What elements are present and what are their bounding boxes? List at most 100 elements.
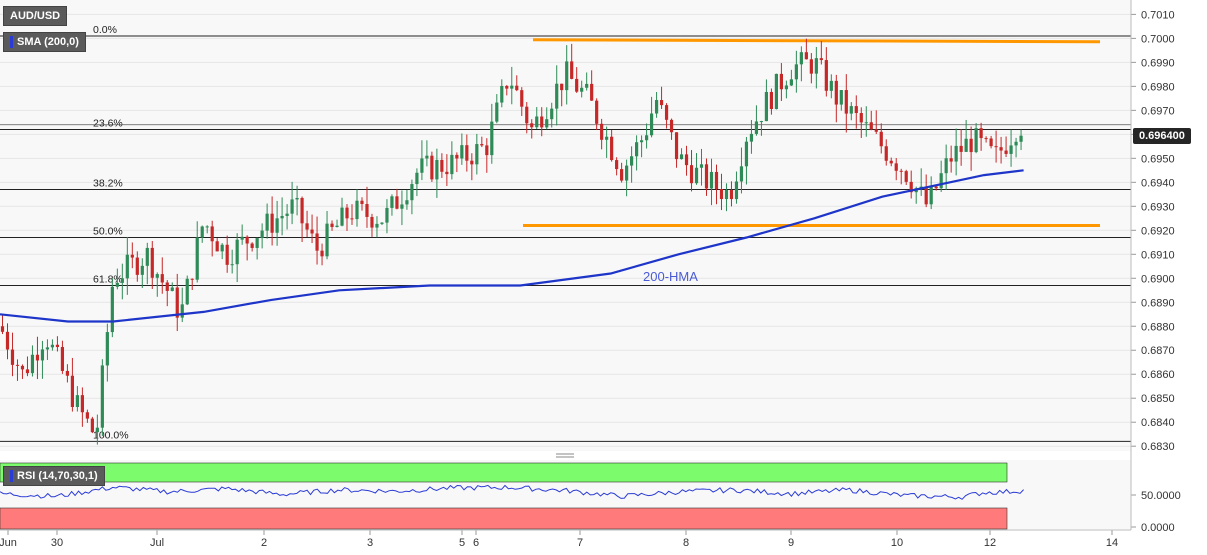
candle-body (120, 278, 124, 283)
candle (115, 268, 119, 290)
candle-body (819, 58, 823, 61)
x-tick-label: 14 (1106, 537, 1118, 549)
candle-body (779, 73, 783, 90)
candle (500, 79, 504, 108)
candle (150, 241, 154, 290)
candle-body (989, 138, 993, 147)
candle (170, 282, 174, 292)
candle (315, 216, 319, 265)
rsi-tick-label: 0.0000 (1141, 522, 1175, 534)
candle-body (430, 155, 434, 180)
candle-body (225, 244, 229, 265)
candle-body (879, 131, 883, 147)
candle (804, 38, 808, 60)
candle-body (570, 61, 574, 79)
candle-body (545, 119, 549, 128)
candle-body (694, 167, 699, 184)
y-axis: 0.70100.70000.69900.69800.69700.69600.69… (1131, 9, 1175, 453)
candle-body (190, 278, 194, 280)
candle-body (575, 78, 579, 92)
candle-body (959, 145, 963, 152)
candle (40, 340, 45, 379)
candle-body (295, 197, 299, 200)
candle-body (974, 128, 978, 153)
candle (200, 225, 204, 243)
candle (759, 120, 764, 136)
candle (270, 196, 274, 246)
candle (50, 339, 55, 351)
candle-body (854, 106, 858, 114)
candle-body (80, 395, 84, 413)
candle (1014, 137, 1018, 158)
candle (230, 249, 234, 274)
candle-body (804, 52, 808, 60)
candle (470, 153, 474, 181)
panel-resize-handle[interactable] (556, 453, 574, 458)
y-tick-label: 0.6990 (1141, 57, 1175, 69)
candle-body (245, 236, 249, 244)
hma-annotation: 200-HMA (643, 269, 698, 284)
candle (939, 160, 943, 192)
candle (615, 157, 619, 176)
candle (789, 69, 793, 87)
candle-body (330, 223, 334, 228)
sma-line (0, 169, 1024, 323)
candle (145, 242, 149, 285)
candle-body (50, 344, 55, 348)
candle-body (924, 186, 928, 205)
candle-body (55, 344, 60, 348)
candle (575, 67, 579, 93)
candle (879, 123, 883, 154)
candle-body (794, 64, 798, 80)
x-tick-label: 10 (891, 537, 903, 549)
candle-body (90, 418, 94, 433)
y-tick-label: 0.6920 (1141, 225, 1175, 237)
candle-body (515, 85, 519, 91)
candle-body (849, 106, 853, 114)
candle-body (639, 140, 644, 143)
candle (744, 137, 749, 185)
candle (285, 204, 289, 230)
candle-body (620, 169, 624, 181)
candle-body (704, 164, 709, 189)
candle-body (380, 222, 384, 224)
fib-label: 38.2% (93, 178, 123, 190)
candle (280, 197, 284, 236)
candle (355, 189, 359, 227)
candle-body (335, 225, 339, 228)
candle (420, 140, 424, 181)
candle (380, 222, 384, 226)
candle-body (75, 395, 79, 407)
candle-body (939, 173, 943, 189)
candle-body (175, 287, 179, 318)
candle-body (390, 196, 394, 208)
candle-body (250, 243, 254, 248)
candle-body (560, 83, 564, 91)
candle-body (904, 171, 908, 182)
candle (110, 278, 114, 338)
candle (235, 233, 239, 283)
candle-body (834, 80, 838, 105)
candle (300, 196, 304, 242)
candle-body (395, 196, 399, 209)
candle-body (0, 326, 5, 332)
candle (240, 224, 244, 245)
candle (839, 90, 843, 111)
fib-label: 0.0% (93, 24, 117, 36)
candle-body (30, 354, 35, 374)
candle-body (385, 207, 389, 223)
candle (255, 237, 259, 260)
candle-body (595, 100, 599, 124)
candle (225, 235, 229, 273)
candle-body (600, 123, 604, 140)
candle-body (999, 147, 1003, 151)
channel-top-line (532, 38, 1101, 44)
candle-body (65, 370, 70, 376)
rsi-name: RSI (14,70,30,1) (17, 470, 98, 482)
candle (90, 416, 94, 434)
candle (819, 41, 823, 65)
candle-body (719, 189, 724, 200)
candle (560, 83, 564, 107)
candle-body (829, 80, 833, 91)
